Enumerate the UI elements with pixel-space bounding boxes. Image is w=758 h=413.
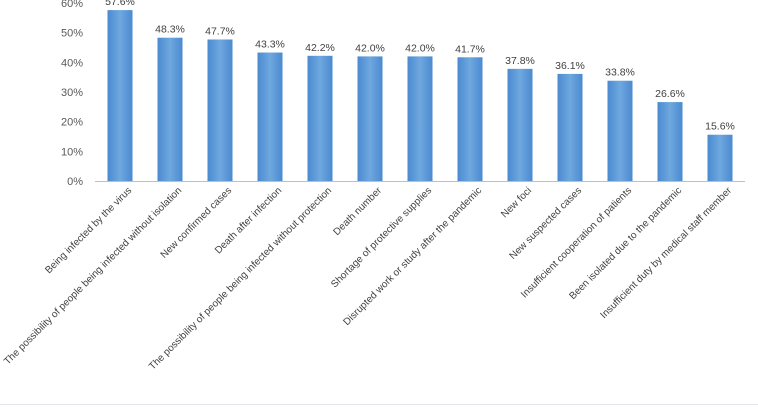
y-tick-label: 0% — [67, 176, 83, 188]
bar — [407, 56, 433, 181]
bar — [207, 39, 233, 181]
y-axis: 0% 10% 20% 30% 40% 50% 60% — [61, 0, 83, 188]
y-tick-label: 20% — [61, 117, 83, 129]
x-tick-label: The possibility of people being infected… — [147, 185, 334, 372]
x-tick-label: Insufficient cooperation of patients — [519, 185, 634, 300]
data-label: 26.6% — [655, 88, 685, 100]
bottom-divider — [0, 404, 758, 405]
x-tick-label: The possibility of people being infected… — [2, 185, 184, 367]
data-label: 41.7% — [455, 43, 485, 55]
data-label: 43.3% — [255, 39, 285, 51]
bar — [107, 10, 133, 182]
bar — [457, 57, 483, 181]
y-tick-label: 50% — [61, 28, 83, 40]
y-tick-label: 10% — [61, 146, 83, 158]
x-tick-label: Shortage of protective supplies — [329, 185, 434, 290]
data-label: 47.7% — [205, 25, 235, 37]
y-tick-label: 60% — [61, 0, 83, 10]
bar — [307, 55, 333, 181]
data-label: 33.8% — [605, 67, 635, 79]
data-label: 48.3% — [155, 24, 185, 36]
bar — [357, 56, 383, 181]
bar — [707, 134, 733, 181]
y-tick-label: 40% — [61, 57, 83, 69]
x-tick-label: Death number — [332, 185, 385, 238]
data-label: 42.0% — [355, 42, 385, 54]
bar — [507, 68, 533, 181]
data-label: 42.0% — [405, 42, 435, 54]
x-tick-label: Being infected by the virus — [43, 185, 134, 276]
data-label: 37.8% — [505, 55, 535, 67]
bars-group — [107, 10, 733, 182]
bar — [257, 52, 283, 181]
data-label: 36.1% — [555, 60, 585, 72]
x-tick-label: New foci — [499, 185, 534, 220]
data-label: 15.6% — [705, 121, 735, 133]
bar — [607, 80, 633, 181]
data-label: 57.6% — [105, 0, 135, 8]
bar — [657, 102, 683, 181]
data-labels-group: 57.6% 48.3% 47.7% 43.3% 42.2% 42.0% 42.0% 41.7%… — [105, 0, 735, 133]
bar — [157, 37, 183, 182]
bar — [557, 73, 583, 181]
y-tick-label: 30% — [61, 87, 83, 99]
data-label: 42.2% — [305, 42, 335, 54]
